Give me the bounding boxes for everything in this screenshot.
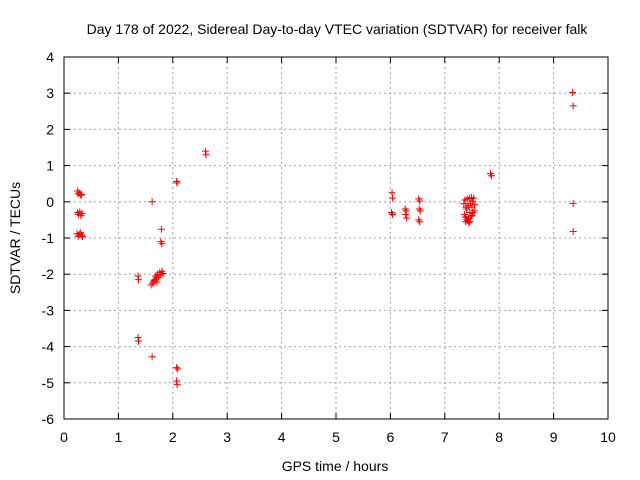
x-axis-label: GPS time / hours [282,458,389,474]
data-point [387,209,395,217]
data-point [415,205,423,213]
data-point [77,231,85,239]
data-point [173,179,181,187]
data-point [147,281,155,289]
data-point [465,219,473,227]
x-tick-label: 5 [332,429,340,445]
y-tick-label: -4 [42,339,55,355]
y-tick-labels: -6 -5 -4 -3 -2 -1 0 1 2 3 4 [42,49,55,427]
data-point [461,218,469,226]
y-tick-label: 4 [46,49,54,65]
x-tick-label: 6 [387,429,395,445]
data-point [173,364,181,372]
data-point [569,102,577,110]
x-tick-label: 7 [441,429,449,445]
x-tick-label: 10 [600,429,616,445]
chart-title: Day 178 of 2022, Sidereal Day-to-day VTE… [87,21,589,37]
data-point [148,198,156,206]
data-point [466,209,474,217]
y-tick-label: -3 [42,302,55,318]
grid-lines [64,57,608,419]
data-point [173,178,181,186]
data-point [401,205,409,213]
y-tick-label: 3 [46,85,54,101]
y-axis-label: SDTVAR / TECUs [7,182,23,294]
data-point [173,377,181,385]
data-point [135,276,143,284]
data-point [488,172,496,180]
data-point [202,151,210,159]
data-point [470,207,478,215]
data-point [158,240,166,248]
data-point [403,214,411,222]
y-tick-label: 1 [46,158,54,174]
data-point [134,334,142,342]
y-tick-label: -2 [42,266,55,282]
y-tick-label: 0 [46,194,54,210]
data-point [78,233,86,241]
data-point [173,381,181,389]
data-point [389,210,397,218]
data-point [416,218,424,226]
y-tick-label: -1 [42,230,55,246]
data-point [402,207,410,215]
data-point [569,227,577,235]
data-point [467,212,475,220]
y-tick-label: 2 [46,121,54,137]
data-points [73,88,577,389]
x-tick-label: 0 [60,429,68,445]
data-point [135,337,143,345]
data-point [76,191,84,199]
data-point [416,197,424,205]
data-point [569,88,577,96]
data-point [460,200,468,208]
x-tick-label: 9 [550,429,558,445]
data-point [416,207,424,215]
data-point [470,194,478,202]
x-tick-label: 2 [169,429,177,445]
data-point [148,353,156,361]
data-point [402,210,410,218]
data-point [569,200,577,208]
data-point [415,216,423,224]
data-point [174,365,182,373]
data-point [74,187,82,195]
data-point [201,147,209,155]
y-tick-label: -5 [42,375,55,391]
data-point [388,189,396,197]
data-point [134,272,142,280]
data-point [463,205,471,213]
data-point [78,209,86,217]
plot-frame [63,56,609,420]
x-tick-label: 8 [495,429,503,445]
y-tick-label: -6 [42,411,55,427]
data-point [157,225,165,233]
data-point [468,203,476,211]
x-tick-label: 4 [278,429,286,445]
data-point [389,194,397,202]
data-point [159,269,167,277]
data-point [150,277,158,285]
x-tick-label: 1 [115,429,123,445]
x-tick-labels: 0 1 2 3 4 5 6 7 8 9 10 [60,429,616,445]
data-point [153,278,161,286]
data-point [77,191,85,199]
x-tick-label: 3 [223,429,231,445]
